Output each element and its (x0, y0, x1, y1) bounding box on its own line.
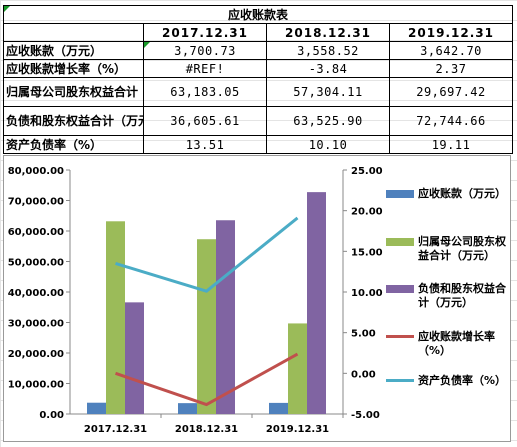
bar (307, 192, 326, 414)
header-cell[interactable]: 2019.12.31 (388, 23, 514, 42)
table-row: 应收账款增长率（%） #REF! -3.84 2.37 (3, 59, 514, 78)
y-tick-label-right: 0.00 (351, 369, 376, 380)
table-cell[interactable]: 3,700.73 (143, 41, 267, 60)
table-title-row: 应收账款表 (2, 5, 514, 24)
y-tick-label-right: 10.00 (351, 288, 383, 299)
x-tick-label: 2018.12.31 (175, 424, 238, 435)
x-tick-label: 2017.12.31 (84, 424, 147, 435)
y-tick-label-left: 30,000.00 (8, 319, 64, 330)
table-row: 资产负债率（%） 13.51 10.10 19.11 (3, 135, 514, 154)
y-tick-label-right: 15.00 (351, 247, 383, 258)
table-cell[interactable]: 72,744.66 (388, 106, 514, 136)
bar (269, 402, 288, 414)
series-line (115, 216, 299, 293)
combo-chart[interactable]: 0.00 10,000.00 20,000.00 30,000.00 40,000.00… (3, 155, 511, 442)
header-cell[interactable] (3, 23, 144, 42)
legend-label: 负债和股东权益合计（万元） (418, 282, 506, 309)
legend-label: 资产负债率（%） (418, 374, 507, 387)
bar (288, 323, 307, 414)
table-cell[interactable]: 3,558.52 (266, 41, 390, 60)
table-row: 负债和股东权益合计（万元） 36,605.61 63,525.90 72,744… (3, 106, 514, 136)
x-tick-label: 2019.12.31 (266, 424, 329, 435)
legend-swatch (386, 238, 414, 246)
y-tick-label-left: 40,000.00 (8, 288, 64, 299)
bar (106, 221, 125, 414)
y-tick-label-left: 50,000.00 (8, 258, 64, 269)
table-header-row: 2017.12.31 2018.12.31 2019.12.31 (3, 23, 514, 42)
bar (87, 402, 106, 414)
row-label[interactable]: 负债和股东权益合计（万元） (3, 106, 144, 136)
y-tick-label-right: 5.00 (351, 329, 376, 340)
table-cell[interactable]: 3,642.70 (388, 41, 514, 60)
table-title[interactable]: 应收账款表 (2, 5, 514, 24)
row-label[interactable]: 归属母公司股东权益合计（万元） (3, 77, 144, 107)
legend-swatch (386, 335, 414, 338)
legend-label: 应收账款增长率（%） (418, 330, 495, 357)
table-cell[interactable]: 57,304.11 (266, 77, 390, 107)
table-cell[interactable]: 10.10 (266, 135, 390, 154)
y-tick-label-left: 20,000.00 (8, 349, 64, 360)
y-tick-label-right: 20.00 (351, 207, 383, 218)
header-cell[interactable]: 2017.12.31 (143, 23, 267, 42)
y-tick-label-left: 60,000.00 (8, 227, 64, 238)
table-cell[interactable]: 36,605.61 (143, 106, 267, 136)
receivables-table: 应收账款表 2017.12.31 2018.12.31 2019.12.31 应… (2, 5, 514, 154)
legend-label: 应收账款（万元） (418, 187, 506, 200)
table-row: 应收账款（万元） 3,700.73 3,558.52 3,642.70 (3, 41, 514, 60)
table-cell[interactable]: -3.84 (266, 59, 390, 78)
bar (197, 239, 216, 414)
table-cell[interactable]: 29,697.42 (388, 77, 514, 107)
cell-comment-marker-icon (4, 6, 10, 12)
table-cell[interactable]: 13.51 (143, 135, 267, 154)
error-indicator-icon (144, 42, 150, 48)
y-tick-label-left: 0.00 (39, 410, 64, 421)
header-cell[interactable]: 2018.12.31 (266, 23, 390, 42)
y-tick-label-left: 10,000.00 (8, 380, 64, 391)
row-label[interactable]: 应收账款（万元） (3, 41, 144, 60)
series-line (115, 352, 299, 407)
table-cell[interactable]: 19.11 (388, 135, 514, 154)
legend-swatch (386, 190, 414, 198)
bar (178, 403, 197, 414)
legend-swatch (386, 285, 414, 293)
table-row: 归属母公司股东权益合计（万元） 63,183.05 57,304.11 29,6… (3, 77, 514, 107)
y-tick-label-right: -5.00 (351, 410, 380, 421)
row-label[interactable]: 应收账款增长率（%） (3, 59, 144, 78)
legend-label: 归属母公司股东权益合计（万元） (418, 235, 506, 262)
table-cell[interactable]: #REF! (143, 59, 267, 78)
bar (216, 220, 235, 414)
y-tick-label-right: 25.00 (351, 166, 383, 177)
table-cell[interactable]: 63,525.90 (266, 106, 390, 136)
table-cell[interactable]: 63,183.05 (143, 77, 267, 107)
legend-swatch (386, 379, 414, 382)
table-cell[interactable]: 2.37 (388, 59, 514, 78)
y-tick-label-left: 70,000.00 (8, 197, 64, 208)
bar (125, 302, 144, 414)
row-label[interactable]: 资产负债率（%） (3, 135, 144, 154)
y-tick-label-left: 80,000.00 (8, 166, 64, 177)
chart-plot-area: 0.00 10,000.00 20,000.00 30,000.00 40,000.00… (8, 166, 383, 435)
